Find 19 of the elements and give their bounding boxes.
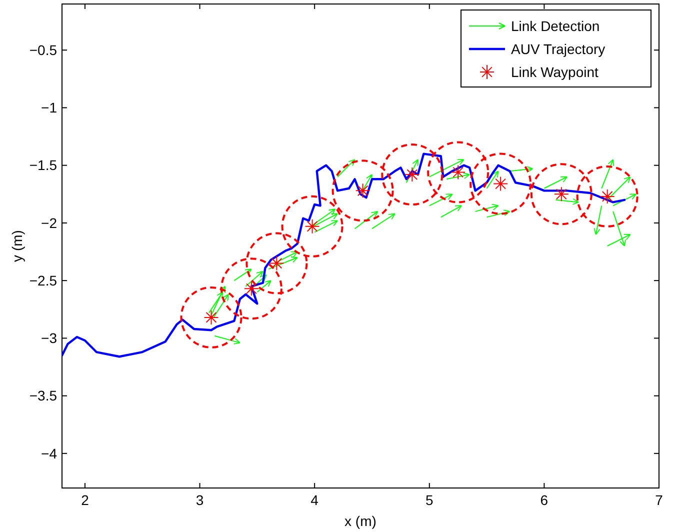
y-axis-title: y (m) [9,230,25,262]
legend-label: Link Detection [511,18,600,34]
legend-label: AUV Trajectory [511,40,606,57]
legend-label: Link Waypoint [511,64,599,80]
x-tick-label: 2 [81,492,90,508]
x-tick-label: 6 [540,492,548,508]
x-tick-label: 4 [310,492,319,508]
y-tick-label: −1 [41,100,58,116]
y-tick-label: −0.5 [29,42,58,58]
y-tick-label: −3.5 [29,388,58,404]
x-tick-label: 7 [655,492,664,508]
y-tick-label: −2.5 [29,272,58,288]
y-tick-label: −2 [41,214,58,231]
y-tick-label: −4 [41,445,58,462]
y-tick-label: −3 [41,330,58,346]
x-tick-label: 5 [425,492,434,508]
x-tick-label: 3 [196,492,204,508]
x-axis-title: x (m) [344,513,376,529]
y-tick-label: −1.5 [29,157,58,174]
